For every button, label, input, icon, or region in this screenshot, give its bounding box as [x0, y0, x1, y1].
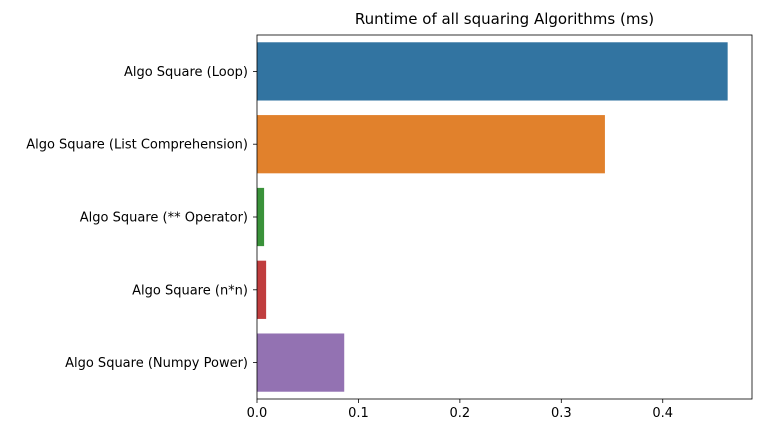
bars-group [257, 42, 728, 392]
y-tick-label-2: Algo Square (** Operator) [80, 211, 248, 226]
bar-1 [257, 115, 605, 174]
y-tick-label-4: Algo Square (Numpy Power) [65, 356, 248, 371]
bar-2 [257, 187, 265, 247]
x-axis-ticks: 0.0 0.1 0.2 0.3 0.4 [247, 399, 673, 421]
x-tick-label-2: 0.2 [450, 406, 471, 421]
bar-0 [257, 42, 728, 101]
y-tick-label-3: Algo Square (n*n) [132, 283, 248, 298]
x-tick-label-4: 0.4 [652, 406, 673, 421]
x-tick-label-3: 0.3 [551, 406, 572, 421]
y-axis-ticks: Algo Square (Loop) Algo Square (List Comp… [26, 65, 257, 371]
bar-4 [257, 333, 345, 392]
chart-title: Runtime of all squaring Algorithms (ms) [355, 10, 654, 28]
plot-frame [256, 34, 753, 400]
x-tick-label-0: 0.0 [247, 406, 268, 421]
y-tick-label-0: Algo Square (Loop) [124, 65, 248, 80]
y-tick-label-1: Algo Square (List Comprehension) [26, 138, 248, 153]
x-tick-label-1: 0.1 [348, 406, 369, 421]
bar-3 [257, 260, 267, 319]
